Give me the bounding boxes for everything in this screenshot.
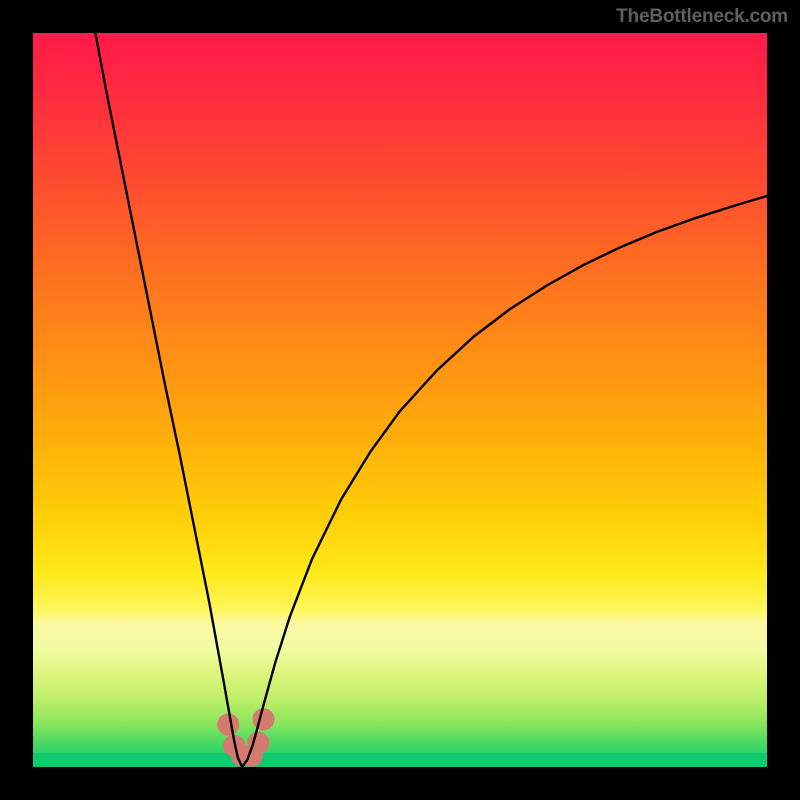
data-marker <box>218 714 239 735</box>
data-marker <box>253 709 274 730</box>
chart-container: TheBottleneck.com <box>0 0 800 800</box>
optimal-band <box>33 753 767 767</box>
gradient-background <box>33 33 767 767</box>
watermark-text: TheBottleneck.com <box>616 6 788 28</box>
bottleneck-chart <box>0 0 800 800</box>
